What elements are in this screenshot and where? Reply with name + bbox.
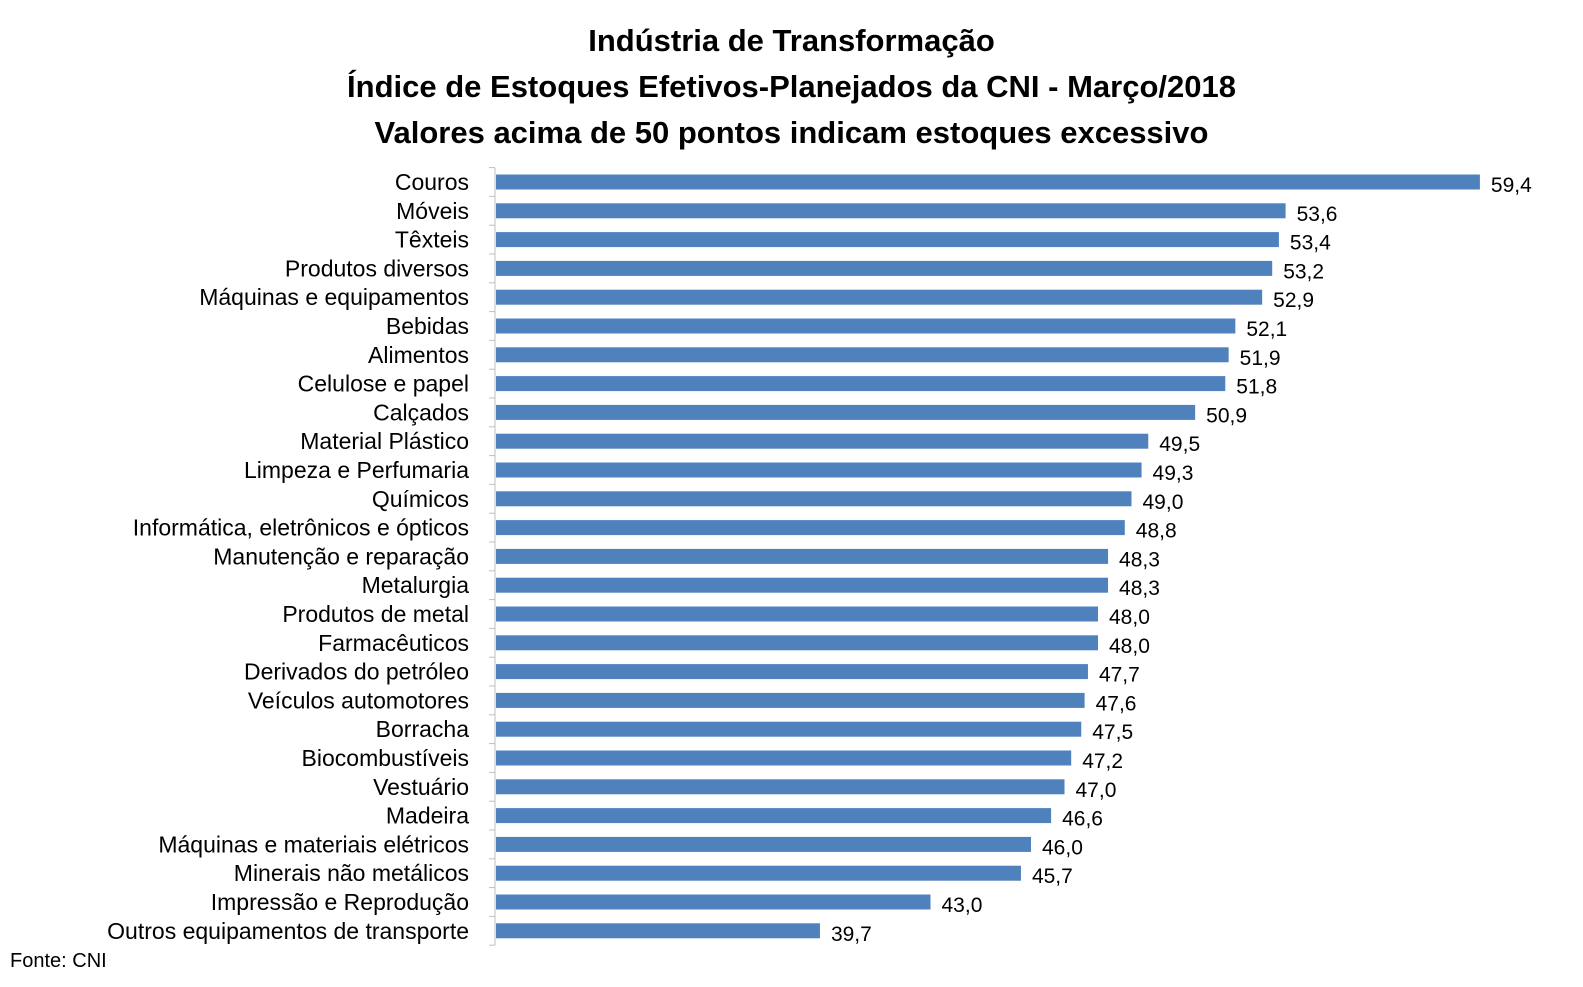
value-label: 50,9	[1206, 404, 1247, 427]
category-label: Máquinas e materiais elétricos	[158, 831, 469, 857]
category-label: Biocombustíveis	[302, 745, 469, 771]
category-label: Derivados do petróleo	[244, 659, 469, 685]
value-label: 48,3	[1119, 577, 1160, 600]
value-label: 49,0	[1143, 491, 1184, 514]
category-label: Produtos de metal	[282, 601, 469, 627]
category-label: Celulose e papel	[298, 371, 469, 397]
chart-title-line-2: Índice de Estoques Efetivos-Planejados d…	[347, 69, 1236, 104]
bar	[496, 808, 1052, 824]
bar	[496, 635, 1098, 651]
category-label: Informática, eletrônicos e ópticos	[133, 515, 469, 541]
category-label: Borracha	[376, 716, 470, 742]
category-label: Outros equipamentos de transporte	[107, 918, 469, 944]
category-label: Têxteis	[395, 227, 469, 253]
value-label: 51,8	[1236, 376, 1277, 399]
bar	[496, 865, 1021, 881]
category-label: Material Plástico	[300, 428, 469, 454]
value-label: 53,4	[1290, 232, 1331, 255]
value-label: 45,7	[1032, 865, 1073, 888]
value-label: 49,3	[1153, 462, 1194, 485]
bar	[496, 462, 1142, 478]
category-label: Máquinas e equipamentos	[199, 284, 469, 310]
bar	[496, 836, 1031, 852]
bar	[496, 606, 1098, 622]
bar	[496, 721, 1082, 737]
bar	[496, 664, 1088, 680]
chart-title-line-3: Valores acima de 50 pontos indicam estoq…	[374, 115, 1209, 150]
value-label: 46,0	[1042, 836, 1083, 859]
value-label: 48,0	[1109, 606, 1150, 629]
category-label: Bebidas	[386, 313, 469, 339]
value-label: 52,9	[1273, 289, 1314, 312]
bar	[496, 289, 1263, 305]
value-label: 52,1	[1246, 318, 1287, 341]
category-label: Metalurgia	[362, 572, 470, 598]
value-label: 48,0	[1109, 635, 1150, 658]
value-label: 43,0	[942, 894, 983, 917]
chart-title-line-1: Indústria de Transformação	[588, 23, 995, 58]
category-label: Químicos	[372, 486, 469, 512]
bar	[496, 174, 1480, 190]
category-label: Limpeza e Perfumaria	[244, 457, 469, 483]
bar	[496, 347, 1229, 363]
source-note: Fonte: CNI	[10, 950, 107, 972]
value-label: 49,5	[1159, 433, 1200, 456]
category-label: Impressão e Reprodução	[211, 889, 469, 915]
value-label: 53,2	[1283, 260, 1324, 283]
category-label: Vestuário	[373, 774, 469, 800]
bar	[496, 894, 931, 910]
category-label: Madeira	[386, 803, 469, 829]
value-label: 47,5	[1092, 721, 1133, 744]
bar	[496, 433, 1149, 449]
category-label: Calçados	[373, 399, 469, 425]
category-label: Farmacêuticos	[318, 630, 469, 656]
value-label: 53,6	[1297, 203, 1338, 226]
bar	[496, 203, 1286, 219]
value-label: 46,6	[1062, 808, 1103, 831]
category-label: Móveis	[396, 198, 469, 224]
bar	[496, 376, 1226, 392]
value-label: 47,2	[1082, 750, 1123, 773]
value-label: 47,6	[1096, 692, 1137, 715]
value-label: 48,3	[1119, 548, 1160, 571]
value-label: 51,9	[1240, 347, 1281, 370]
category-label: Alimentos	[368, 342, 469, 368]
chart-title: Indústria de Transformação Índice de Est…	[0, 18, 1583, 156]
category-label: Minerais não metálicos	[234, 860, 469, 886]
bar	[496, 520, 1125, 536]
category-label: Veículos automotores	[248, 687, 469, 713]
value-label: 48,8	[1136, 520, 1177, 543]
bar	[496, 548, 1109, 564]
bar	[496, 779, 1065, 795]
bar	[496, 692, 1085, 708]
category-label: Produtos diversos	[285, 255, 469, 281]
bar	[496, 404, 1196, 420]
bar	[496, 260, 1273, 276]
bar	[496, 232, 1279, 248]
category-label: Couros	[395, 169, 469, 195]
category-label: Manutenção e reparação	[213, 543, 469, 569]
value-label: 47,7	[1099, 664, 1140, 687]
value-label: 59,4	[1491, 174, 1532, 197]
bar	[496, 577, 1109, 593]
bar	[496, 750, 1072, 766]
bar	[496, 923, 820, 939]
value-label: 39,7	[831, 923, 872, 946]
bar	[496, 491, 1132, 507]
bar	[496, 318, 1236, 334]
value-label: 47,0	[1076, 779, 1117, 802]
